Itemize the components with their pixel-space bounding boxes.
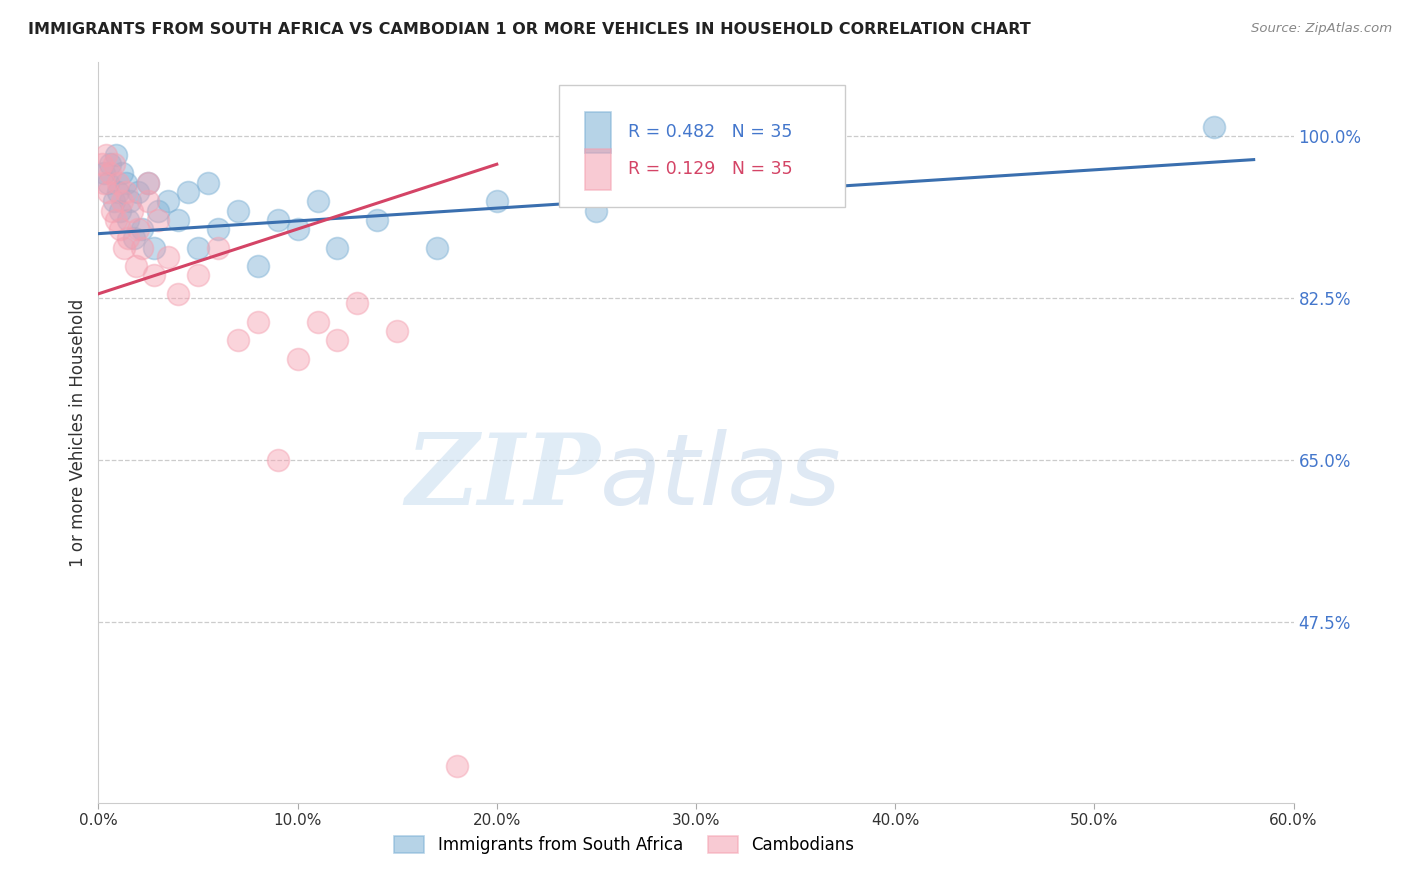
Point <box>197 176 219 190</box>
Point <box>98 157 122 171</box>
Point <box>287 222 309 236</box>
Point <box>117 212 139 227</box>
Point <box>91 157 114 171</box>
Point <box>115 176 138 190</box>
Point <box>326 333 349 347</box>
Point <box>103 194 125 209</box>
Point <box>366 212 388 227</box>
Point <box>136 176 159 190</box>
Point <box>1202 120 1225 135</box>
Point <box>485 194 508 209</box>
Point <box>187 240 209 255</box>
Point <box>148 212 170 227</box>
Point <box>131 240 153 255</box>
Point <box>143 240 166 255</box>
Y-axis label: 1 or more Vehicles in Household: 1 or more Vehicles in Household <box>69 299 87 566</box>
Point <box>287 351 309 366</box>
Legend: Immigrants from South Africa, Cambodians: Immigrants from South Africa, Cambodians <box>388 830 860 861</box>
Point <box>131 222 153 236</box>
Point <box>105 212 128 227</box>
Point <box>112 240 135 255</box>
Point <box>226 203 249 218</box>
Point <box>96 148 118 162</box>
Point <box>157 250 180 264</box>
Text: R = 0.129   N = 35: R = 0.129 N = 35 <box>628 160 793 178</box>
Point <box>107 176 129 190</box>
Point <box>121 203 143 218</box>
Point <box>117 231 139 245</box>
Point <box>307 194 329 209</box>
Point <box>107 185 129 199</box>
Text: ZIP: ZIP <box>405 429 600 525</box>
Point <box>101 203 124 218</box>
Point <box>105 148 128 162</box>
Point <box>426 240 449 255</box>
Point <box>148 203 170 218</box>
Point <box>167 212 190 227</box>
Point <box>124 231 146 245</box>
Bar <box>585 149 612 190</box>
Point <box>157 194 180 209</box>
Point <box>177 185 200 199</box>
Text: atlas: atlas <box>600 428 842 525</box>
Point <box>120 194 142 209</box>
Point <box>127 222 149 236</box>
Point <box>326 240 349 255</box>
Point <box>93 176 115 190</box>
Point <box>246 315 269 329</box>
Point <box>685 157 707 171</box>
Point <box>143 268 166 283</box>
Point <box>346 296 368 310</box>
Point <box>267 212 290 227</box>
Point <box>93 166 115 180</box>
Bar <box>585 112 612 153</box>
Point <box>167 286 190 301</box>
Text: R = 0.482   N = 35: R = 0.482 N = 35 <box>628 123 792 141</box>
Point <box>136 194 159 209</box>
Point <box>446 758 468 772</box>
Point <box>207 240 229 255</box>
Point <box>136 176 159 190</box>
Point <box>110 203 132 218</box>
Point <box>111 166 134 180</box>
Point <box>187 268 209 283</box>
Point <box>226 333 249 347</box>
FancyBboxPatch shape <box>558 85 845 207</box>
Point <box>127 185 149 199</box>
Point <box>125 259 148 273</box>
Text: Source: ZipAtlas.com: Source: ZipAtlas.com <box>1251 22 1392 36</box>
Text: IMMIGRANTS FROM SOUTH AFRICA VS CAMBODIAN 1 OR MORE VEHICLES IN HOUSEHOLD CORREL: IMMIGRANTS FROM SOUTH AFRICA VS CAMBODIA… <box>28 22 1031 37</box>
Point <box>385 324 409 338</box>
Point <box>246 259 269 273</box>
Point <box>115 185 138 199</box>
Point <box>307 315 329 329</box>
Point <box>585 203 607 218</box>
Point <box>97 176 120 190</box>
Point <box>111 194 134 209</box>
Point <box>103 157 125 171</box>
Point <box>110 222 132 236</box>
Point <box>267 453 290 467</box>
Point <box>98 166 122 180</box>
Point <box>97 185 120 199</box>
Point <box>207 222 229 236</box>
